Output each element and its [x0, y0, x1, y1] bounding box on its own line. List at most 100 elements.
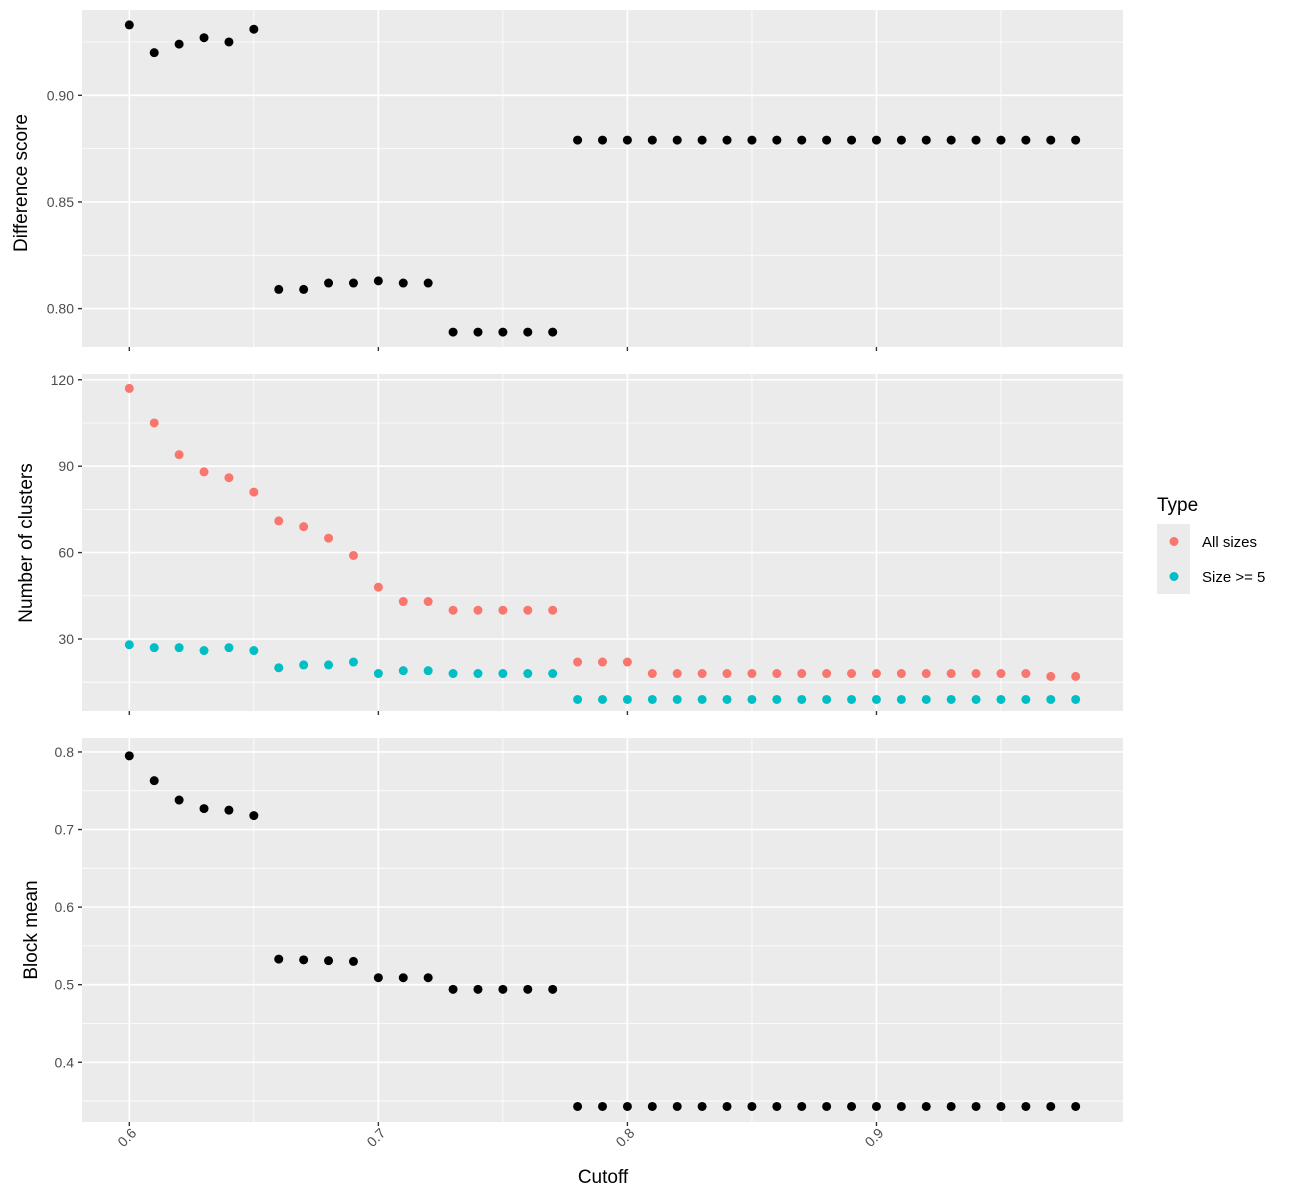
y-axis-title-top: Difference score [11, 114, 32, 252]
legend-label-all-sizes: All sizes [1202, 534, 1257, 551]
data-point [921, 135, 931, 145]
data-point [224, 643, 234, 653]
data-point [498, 984, 508, 994]
y-tick-label: 0.5 [55, 977, 75, 993]
data-point [1021, 694, 1031, 704]
data-point [548, 669, 558, 679]
data-point [822, 669, 832, 679]
data-point [971, 135, 981, 145]
data-point [598, 1101, 607, 1111]
y-tick-label: 0.90 [47, 87, 74, 103]
data-point [523, 984, 533, 994]
legend-title: Type [1157, 495, 1198, 516]
data-point [1046, 671, 1056, 681]
data-point [847, 1101, 857, 1111]
data-point [896, 1101, 906, 1111]
data-point [647, 1101, 657, 1111]
x-tick-label: 0.8 [612, 1125, 637, 1150]
y-tick-label: 90 [58, 458, 74, 474]
legend-dot-all-sizes [1169, 537, 1179, 546]
panel-middle: 30 60 90 120 Number of clusters [16, 372, 1123, 715]
data-point [598, 135, 607, 145]
data-point [722, 135, 732, 145]
data-point [598, 657, 607, 667]
data-point [448, 984, 458, 994]
data-point [647, 694, 657, 704]
data-point [373, 973, 383, 983]
panel-top: 0.80 0.85 0.90 Difference score [11, 10, 1123, 351]
data-point [398, 278, 408, 288]
data-point [299, 522, 309, 532]
data-point [124, 383, 134, 393]
data-point [473, 605, 483, 615]
data-point [722, 1101, 732, 1111]
data-point [1021, 669, 1031, 679]
data-point [1071, 694, 1081, 704]
data-point [896, 669, 906, 679]
data-point [473, 669, 483, 679]
data-point [299, 955, 309, 965]
data-point [1021, 1101, 1031, 1111]
data-point [373, 582, 383, 592]
data-point [797, 135, 807, 145]
data-point [299, 660, 309, 670]
data-point [847, 669, 857, 679]
data-point [747, 1101, 757, 1111]
series-all-sizes [124, 383, 1081, 681]
data-point [697, 135, 707, 145]
y-tick-label: 0.8 [55, 744, 75, 760]
data-point [871, 669, 881, 679]
data-point [996, 1101, 1006, 1111]
data-point [573, 1101, 583, 1111]
y-tick-label: 0.85 [47, 194, 74, 210]
y-tick-label: 0.6 [55, 899, 75, 915]
data-point [1071, 671, 1081, 681]
panel-background [82, 738, 1123, 1122]
data-point [274, 284, 284, 294]
data-point [971, 1101, 981, 1111]
data-point [672, 135, 682, 145]
data-point [946, 669, 956, 679]
y-axis-title-middle: Number of clusters [16, 463, 37, 622]
data-point [747, 135, 757, 145]
data-point [896, 694, 906, 704]
data-point [797, 1101, 807, 1111]
data-point [423, 666, 433, 676]
x-tick-label: 0.6 [114, 1125, 139, 1150]
data-point [1021, 135, 1031, 145]
data-point [274, 663, 284, 673]
data-point [373, 276, 383, 286]
data-point [448, 605, 458, 615]
data-point [149, 418, 159, 428]
data-point [747, 694, 757, 704]
data-point [473, 327, 483, 337]
data-point [174, 450, 184, 460]
data-point [847, 135, 857, 145]
data-point [871, 1101, 881, 1111]
data-point [772, 1101, 782, 1111]
data-point [598, 694, 607, 704]
data-point [548, 327, 558, 337]
data-point [498, 327, 508, 337]
data-point [822, 694, 832, 704]
data-point [423, 973, 433, 983]
data-point [797, 669, 807, 679]
data-point [1046, 694, 1056, 704]
y-axis-title-bottom: Block mean [21, 880, 42, 979]
data-point [797, 694, 807, 704]
data-point [747, 669, 757, 679]
data-point [772, 694, 782, 704]
data-point [324, 533, 334, 543]
data-point [1071, 1101, 1081, 1111]
data-point [672, 694, 682, 704]
data-point [398, 597, 408, 607]
x-axis-title: Cutoff [578, 1167, 629, 1188]
data-point [249, 646, 259, 656]
data-point [174, 795, 184, 805]
data-point [199, 467, 209, 477]
data-point [398, 666, 408, 676]
data-point [647, 135, 657, 145]
data-point [448, 669, 458, 679]
data-point [324, 278, 334, 288]
